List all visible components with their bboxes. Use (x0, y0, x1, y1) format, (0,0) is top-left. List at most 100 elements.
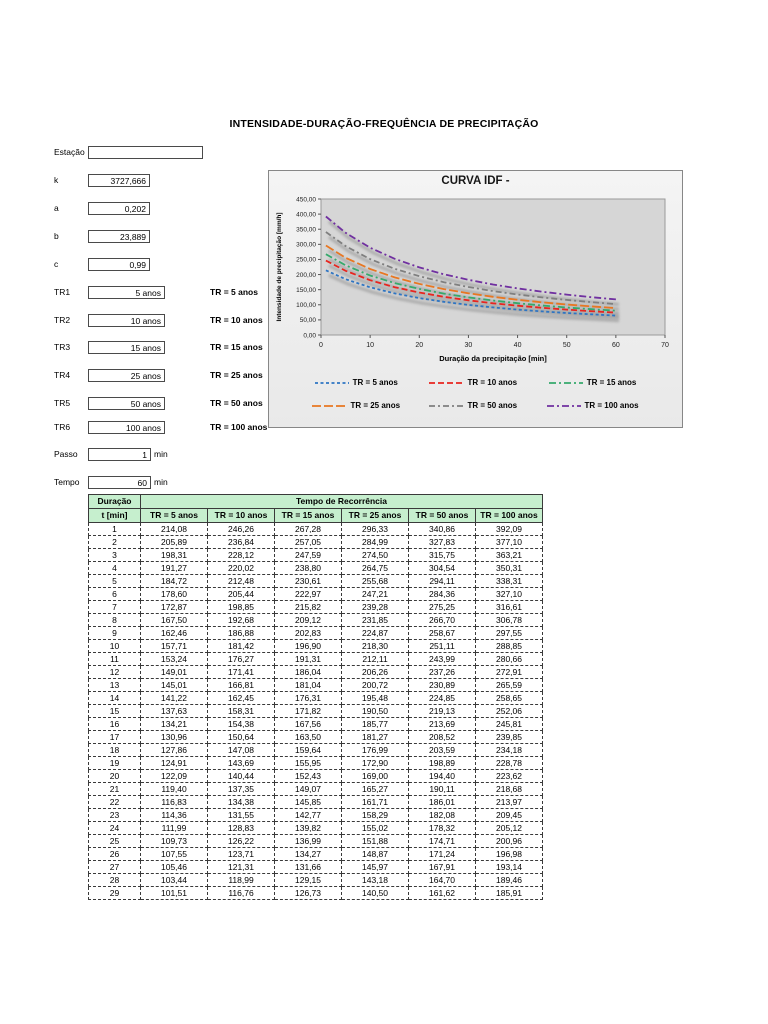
y-tick-label: 300,00 (296, 242, 316, 249)
intensity-cell: 243,99 (408, 652, 476, 666)
tr2-note: TR = 10 anos (210, 315, 263, 325)
intensity-cell: 178,60 (140, 587, 208, 601)
intensity-cell: 189,46 (475, 873, 543, 887)
idf-table-header: Duração Tempo de Recorrência t [min] TR … (88, 494, 543, 523)
duration-cell: 21 (88, 782, 141, 796)
table-row: 22 116,83 134,38 145,85 161,71 186,01 213,97 (88, 795, 543, 809)
duration-cell: 27 (88, 860, 141, 874)
duration-cell: 16 (88, 717, 141, 731)
tempo-input[interactable]: 60 (88, 475, 151, 489)
intensity-cell: 109,73 (140, 834, 208, 848)
intensity-cell: 143,69 (207, 756, 275, 770)
c-input[interactable]: 0,99 (88, 257, 150, 271)
duration-cell: 1 (88, 522, 141, 536)
intensity-cell: 157,71 (140, 639, 208, 653)
intensity-cell: 191,27 (140, 561, 208, 575)
table-row: 12 149,01 171,41 186,04 206,26 237,26 272,91 (88, 665, 543, 679)
x-tick-label: 0 (319, 342, 323, 349)
legend-item[interactable]: TR = 25 anos (312, 401, 400, 410)
intensity-cell: 218,30 (341, 639, 409, 653)
table-row: 29 101,51 116,76 126,73 140,50 161,62 185,91 (88, 886, 543, 900)
intensity-cell: 162,45 (207, 691, 275, 705)
intensity-cell: 129,15 (274, 873, 342, 887)
tr1-input[interactable]: 5 anos (88, 285, 165, 299)
intensity-cell: 200,72 (341, 678, 409, 692)
intensity-cell: 213,69 (408, 717, 476, 731)
intensity-cell: 116,76 (207, 886, 275, 900)
y-tick-label: 250,00 (296, 257, 316, 264)
series-line (325, 244, 616, 309)
field-row-tr2: TR2 10 anos TR = 10 anos (54, 312, 263, 328)
legend-item[interactable]: TR = 50 anos (429, 401, 517, 410)
y-tick-label: 200,00 (296, 272, 316, 279)
legend-item[interactable]: TR = 100 anos (546, 401, 639, 410)
y-tick-label: 450,00 (296, 196, 316, 203)
table-row: 25 109,73 126,22 136,99 151,88 174,71 200,96 (88, 834, 543, 848)
intensity-cell: 198,85 (207, 600, 275, 614)
x-tick-label: 60 (612, 342, 620, 349)
field-row-b: b 23,889 (54, 228, 150, 244)
field-row-tr1: TR1 5 anos TR = 5 anos (54, 284, 258, 300)
table-row: 3 198,31 228,12 247,59 274,50 315,75 363,21 (88, 548, 543, 562)
intensity-cell: 184,72 (140, 574, 208, 588)
intensity-cell: 134,27 (274, 847, 342, 861)
intensity-cell: 363,21 (475, 548, 543, 562)
x-tick-label: 30 (465, 342, 473, 349)
intensity-cell: 165,27 (341, 782, 409, 796)
intensity-cell: 154,38 (207, 717, 275, 731)
legend-item[interactable]: TR = 10 anos (429, 378, 517, 387)
tr4-input[interactable]: 25 anos (88, 368, 165, 382)
field-label-tr6: TR6 (54, 422, 71, 432)
legend-label: TR = 100 anos (584, 401, 639, 410)
table-row: 20 122,09 140,44 152,43 169,00 194,40 223,62 (88, 769, 543, 783)
field-label-estacao: Estação (54, 147, 85, 157)
duration-cell: 2 (88, 535, 141, 549)
intensity-cell: 164,70 (408, 873, 476, 887)
intensity-cell: 377,10 (475, 535, 543, 549)
tr6-input[interactable]: 100 anos (88, 420, 165, 434)
duration-cell: 7 (88, 600, 141, 614)
intensity-cell: 304,54 (408, 561, 476, 575)
b-input[interactable]: 23,889 (88, 229, 150, 243)
intensity-cell: 297,55 (475, 626, 543, 640)
legend-line-sample (546, 404, 581, 407)
intensity-cell: 288,85 (475, 639, 543, 653)
intensity-cell: 222,97 (274, 587, 342, 601)
passo-input[interactable]: 1 (88, 447, 151, 461)
intensity-cell: 196,90 (274, 639, 342, 653)
intensity-cell: 167,50 (140, 613, 208, 627)
tr2-input[interactable]: 10 anos (88, 313, 165, 327)
a-input[interactable]: 0,202 (88, 201, 150, 215)
intensity-cell: 294,11 (408, 574, 476, 588)
tr5-input[interactable]: 50 anos (88, 396, 165, 410)
y-tick-label: 350,00 (296, 227, 316, 234)
intensity-cell: 163,50 (274, 730, 342, 744)
intensity-cell: 257,05 (274, 535, 342, 549)
intensity-cell: 205,89 (140, 535, 208, 549)
estacao-input[interactable] (88, 145, 203, 159)
legend-label: TR = 10 anos (467, 378, 518, 387)
field-label-k: k (54, 175, 59, 185)
table-row: 2 205,89 236,84 257,05 284,99 327,83 377,10 (88, 535, 543, 549)
intensity-cell: 152,43 (274, 769, 342, 783)
intensity-cell: 181,42 (207, 639, 275, 653)
duration-cell: 9 (88, 626, 141, 640)
duration-cell: 17 (88, 730, 141, 744)
k-input[interactable]: 3727,666 (88, 173, 150, 187)
recurrence-span-header: Tempo de Recorrência (140, 494, 543, 509)
tr3-input[interactable]: 15 anos (88, 340, 165, 354)
intensity-cell: 105,46 (140, 860, 208, 874)
legend-item[interactable]: TR = 15 anos (548, 378, 636, 387)
legend-item[interactable]: TR = 5 anos (314, 378, 398, 387)
series-line (325, 215, 616, 301)
idf-chart[interactable]: CURVA IDF - 0,00 50,00 100,00 150,00 200,00 2… (268, 170, 683, 428)
intensity-cell: 195,48 (341, 691, 409, 705)
intensity-cell: 224,87 (341, 626, 409, 640)
intensity-cell: 200,96 (475, 834, 543, 848)
legend-line-sample (314, 381, 349, 384)
field-label-tr5: TR5 (54, 398, 71, 408)
intensity-cell: 192,68 (207, 613, 275, 627)
field-row-tr4: TR4 25 anos TR = 25 anos (54, 367, 263, 383)
intensity-cell: 139,82 (274, 821, 342, 835)
